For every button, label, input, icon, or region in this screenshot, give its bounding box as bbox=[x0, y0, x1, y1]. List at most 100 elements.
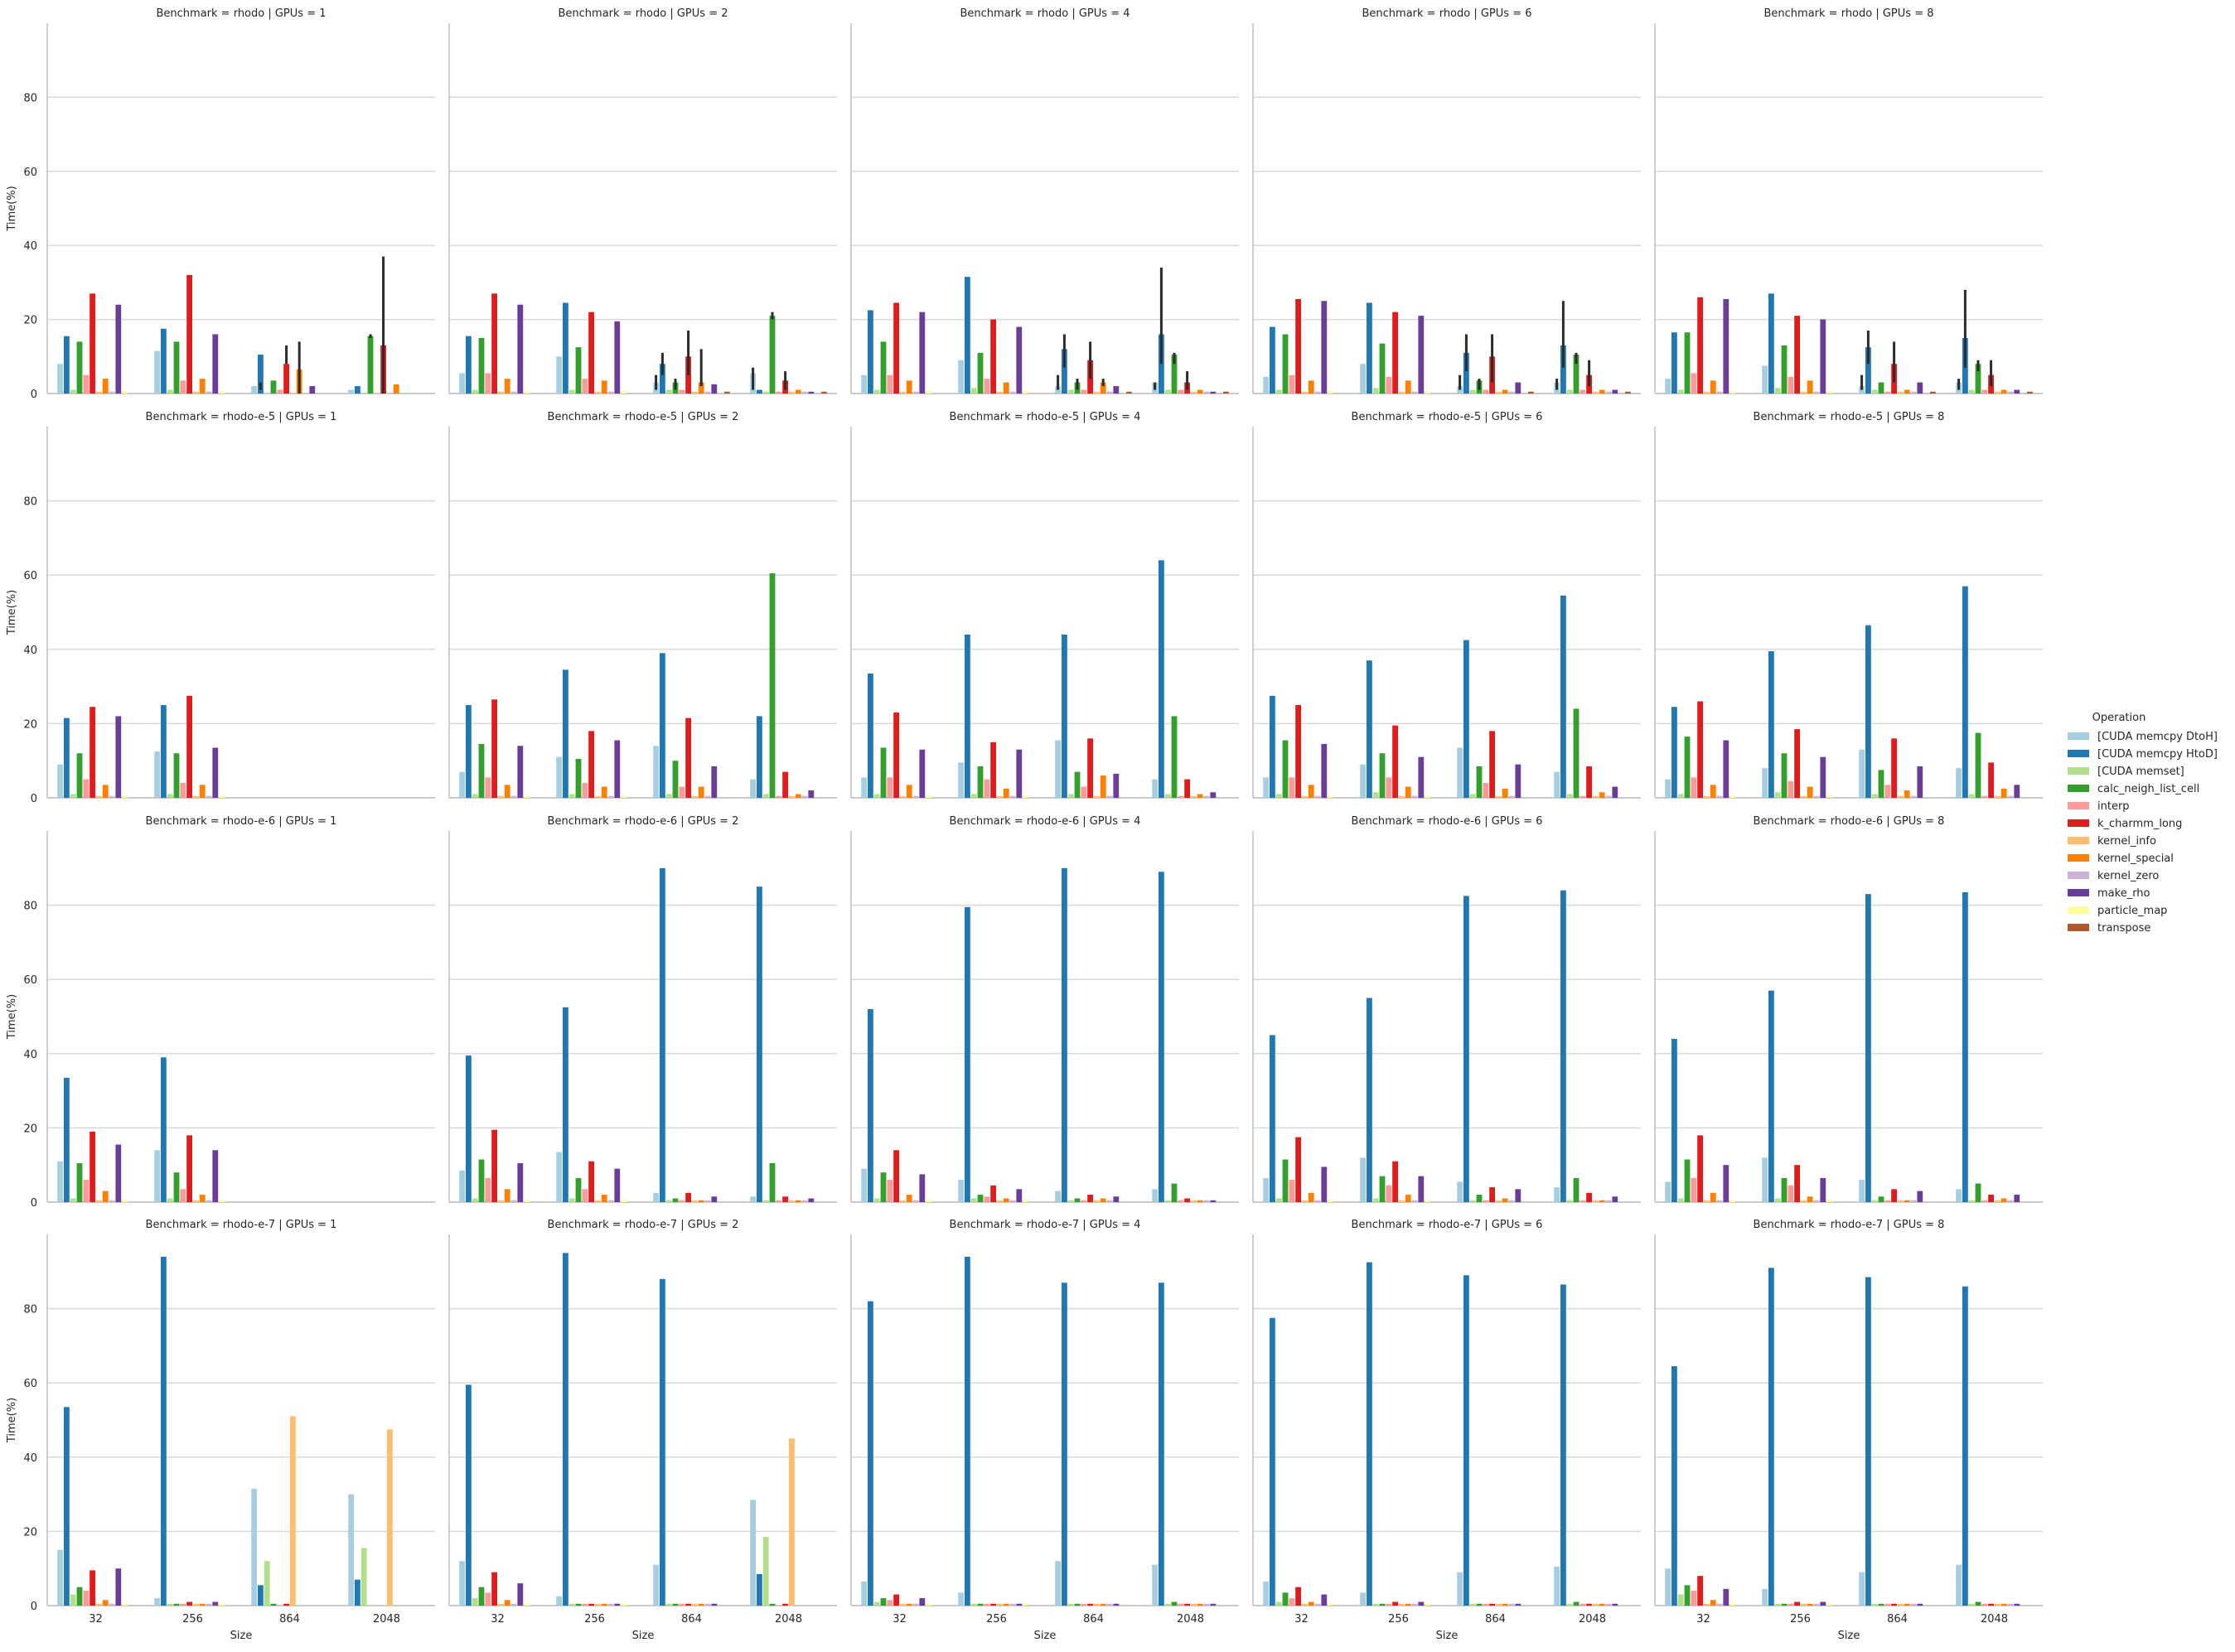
bar bbox=[1314, 1603, 1321, 1606]
bar bbox=[1483, 1200, 1489, 1202]
bar bbox=[1878, 1196, 1884, 1202]
bar bbox=[485, 373, 491, 394]
x-axis-label: Size bbox=[1034, 1630, 1057, 1642]
bar bbox=[1159, 1282, 1164, 1606]
bar bbox=[355, 386, 360, 394]
bar bbox=[1813, 391, 1820, 394]
bar bbox=[1159, 872, 1164, 1202]
bar bbox=[510, 795, 517, 798]
bar bbox=[1904, 790, 1910, 798]
bar bbox=[912, 1200, 919, 1202]
bar bbox=[258, 1585, 264, 1606]
bar bbox=[665, 1603, 672, 1606]
bar bbox=[1988, 1195, 1994, 1202]
bar bbox=[122, 1603, 128, 1606]
x-tick-label: 2048 bbox=[1177, 1613, 1204, 1625]
bar bbox=[1917, 382, 1923, 394]
bar bbox=[1762, 1157, 1768, 1202]
bar bbox=[588, 731, 594, 798]
facet-title: Benchmark = rhodo-e-5 | GPUs = 8 bbox=[1754, 411, 1945, 423]
bar bbox=[1372, 1603, 1379, 1606]
bar bbox=[1781, 345, 1788, 394]
bar bbox=[1197, 1200, 1203, 1202]
bar bbox=[997, 1603, 1003, 1606]
bar bbox=[887, 1180, 893, 1202]
bar bbox=[782, 771, 788, 798]
y-tick-label: 40 bbox=[23, 1452, 37, 1465]
bar bbox=[83, 779, 89, 798]
bar bbox=[1418, 1601, 1425, 1606]
bar bbox=[1612, 1196, 1618, 1202]
bar bbox=[1275, 1601, 1282, 1606]
bar bbox=[1865, 347, 1871, 394]
bar bbox=[517, 1583, 524, 1606]
bar bbox=[309, 386, 316, 394]
bar bbox=[1023, 1200, 1028, 1202]
bar bbox=[206, 795, 212, 798]
bar bbox=[1496, 1200, 1502, 1202]
bar bbox=[906, 380, 912, 394]
bar bbox=[283, 1603, 289, 1606]
bar bbox=[212, 334, 219, 394]
y-tick-label: 60 bbox=[23, 570, 37, 582]
bar bbox=[906, 1195, 912, 1202]
bar bbox=[1106, 391, 1113, 394]
bar bbox=[1826, 1200, 1832, 1202]
bar bbox=[167, 389, 173, 394]
bar bbox=[1904, 1200, 1910, 1202]
bar bbox=[750, 779, 756, 798]
bar bbox=[1995, 795, 2000, 798]
bar bbox=[115, 1568, 122, 1606]
bar bbox=[1282, 334, 1289, 394]
facet-title: Benchmark = rhodo-e-5 | GPUs = 6 bbox=[1352, 411, 1543, 423]
bar bbox=[1884, 391, 1891, 394]
bar bbox=[219, 795, 225, 798]
bar bbox=[1762, 1588, 1768, 1606]
bar bbox=[769, 1162, 776, 1202]
bar bbox=[582, 1603, 588, 1606]
bar bbox=[868, 1009, 873, 1202]
bar bbox=[977, 352, 984, 394]
bar bbox=[1865, 894, 1871, 1202]
bar bbox=[1671, 332, 1677, 394]
bar bbox=[1184, 1603, 1190, 1606]
bar bbox=[873, 794, 880, 798]
bar bbox=[1425, 391, 1430, 394]
bar bbox=[1367, 302, 1372, 394]
bar bbox=[861, 1581, 867, 1606]
bar bbox=[750, 1500, 756, 1606]
bar bbox=[965, 1256, 970, 1606]
bar bbox=[283, 364, 289, 394]
bar bbox=[614, 1168, 621, 1202]
bar bbox=[1788, 376, 1794, 394]
bar bbox=[1586, 766, 1592, 798]
bar bbox=[588, 312, 594, 394]
bar bbox=[1425, 1603, 1430, 1606]
bar bbox=[1593, 1603, 1599, 1606]
bar bbox=[1463, 640, 1469, 798]
bar bbox=[556, 1596, 562, 1606]
bar bbox=[1508, 391, 1515, 394]
bar bbox=[1016, 749, 1023, 798]
bar bbox=[997, 1200, 1003, 1202]
bar bbox=[1605, 795, 1612, 798]
bar bbox=[789, 795, 795, 798]
bar bbox=[1599, 389, 1605, 394]
bar bbox=[89, 1570, 95, 1606]
bar bbox=[757, 716, 762, 798]
bar bbox=[1665, 1181, 1671, 1202]
bar bbox=[459, 771, 465, 798]
bar bbox=[1496, 391, 1502, 394]
bar bbox=[459, 1170, 465, 1202]
bar bbox=[679, 1200, 685, 1202]
bar bbox=[193, 1200, 199, 1202]
bar bbox=[984, 779, 990, 798]
legend-entry: kernel_special bbox=[2097, 853, 2174, 865]
bar bbox=[1774, 1603, 1781, 1606]
bar bbox=[595, 391, 601, 394]
x-tick-label: 32 bbox=[89, 1613, 103, 1625]
bar bbox=[2014, 1195, 2020, 1202]
bar bbox=[1975, 1183, 1981, 1202]
bar bbox=[1372, 792, 1379, 798]
bar bbox=[510, 1200, 517, 1202]
